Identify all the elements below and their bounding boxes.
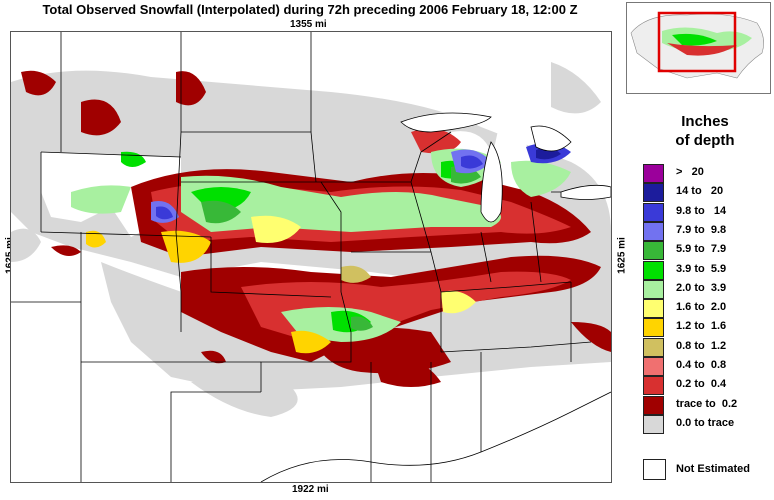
inset-locator-map	[626, 2, 771, 94]
legend-swatch	[643, 299, 664, 319]
legend-row: 0.0 to trace	[643, 414, 773, 434]
map-title: Total Observed Snowfall (Interpolated) d…	[42, 2, 578, 17]
legend-label: trace to 0.2	[676, 397, 738, 410]
legend-title-line2: of depth	[675, 132, 735, 149]
legend-label: 1.6 to 2.0	[676, 301, 727, 314]
legend-swatch	[643, 241, 664, 261]
scale-label-bottom: 1922 mi	[292, 484, 329, 495]
legend-label: 0.0 to trace	[676, 416, 735, 429]
scale-label-top: 1355 mi	[290, 19, 327, 30]
legend-row: trace to 0.2	[643, 395, 773, 415]
gulf-coast	[260, 391, 611, 482]
legend-row: 7.9 to 9.8	[643, 221, 773, 241]
legend-row: 5.9 to 7.9	[643, 241, 773, 261]
legend-label: > 20	[676, 166, 704, 178]
legend-swatch	[643, 279, 664, 299]
state-boundaries	[11, 32, 611, 482]
legend-swatch	[643, 318, 664, 338]
legend-swatch	[643, 183, 664, 203]
scale-label-right: 1625 mi	[616, 237, 628, 274]
legend-swatch	[643, 337, 664, 357]
legend-swatch	[643, 260, 664, 280]
legend-label: 3.9 to 5.9	[676, 262, 727, 275]
legend-row: 0.2 to 0.4	[643, 376, 773, 396]
legend-label: 5.9 to 7.9	[676, 243, 727, 256]
legend-row: 0.4 to 0.8	[643, 357, 773, 376]
legend-row: 1.2 to 1.6	[643, 318, 773, 338]
snow-12-to-20-areas	[86, 215, 476, 354]
legend-label-not-estimated: Not Estimated	[676, 463, 750, 475]
legend-label: 2.0 to 3.9	[676, 281, 727, 294]
legend-label: 0.2 to 0.4	[676, 378, 727, 391]
legend-row: > 20	[643, 164, 773, 183]
legend-swatch	[643, 395, 664, 415]
legend-label: 1.2 to 1.6	[676, 320, 727, 333]
legend-swatch	[643, 202, 664, 222]
legend-swatch	[643, 221, 664, 241]
legend-label: 7.9 to 9.8	[676, 223, 727, 236]
legend-swatch	[643, 357, 664, 376]
legend-title: Inches of depth	[640, 112, 770, 150]
legend-swatch	[643, 376, 664, 396]
legend-not-estimated: Not Estimated	[643, 459, 773, 480]
snowfall-map-svg	[11, 32, 611, 482]
legend-row: 14 to 20	[643, 183, 773, 203]
legend-label: 0.4 to 0.8	[676, 359, 727, 371]
legend-row: 1.6 to 2.0	[643, 299, 773, 319]
great-lakes	[400, 112, 611, 223]
legend-row: 2.0 to 3.9	[643, 279, 773, 299]
legend-swatch-not-estimated	[643, 459, 666, 480]
legend-swatch	[643, 164, 664, 183]
legend-label: 9.8 to 14	[676, 204, 727, 217]
legend-title-line1: Inches	[681, 113, 729, 130]
snowfall-map[interactable]	[10, 31, 612, 483]
legend-label: 0.8 to 1.2	[676, 339, 727, 352]
legend-swatch	[643, 414, 664, 434]
legend-row: 0.8 to 1.2	[643, 337, 773, 357]
legend-row: 3.9 to 5.9	[643, 260, 773, 280]
inset-map-svg	[630, 11, 764, 79]
legend-row: 9.8 to 14	[643, 202, 773, 222]
legend-label: 14 to 20	[676, 185, 724, 198]
